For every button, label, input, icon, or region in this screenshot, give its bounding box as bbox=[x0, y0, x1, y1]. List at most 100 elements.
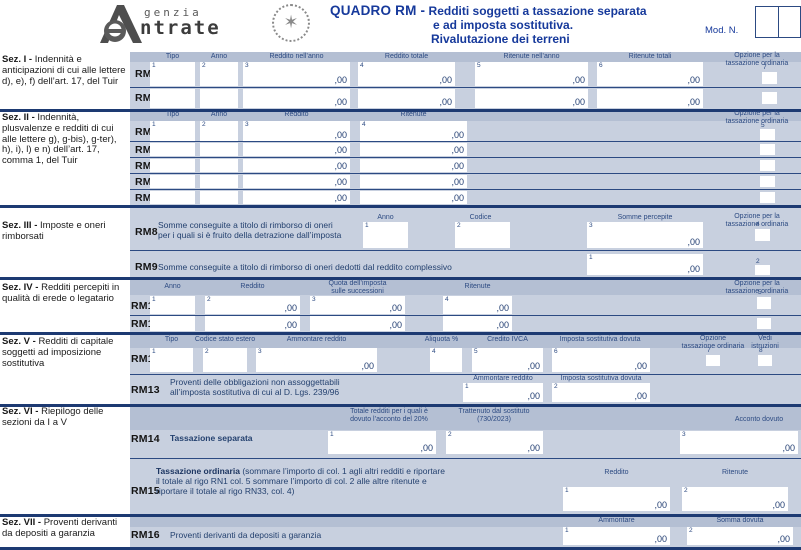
column-header: Ritenute bbox=[464, 283, 491, 290]
rm1-tassazione-ordinaria-checkbox[interactable] bbox=[762, 72, 777, 84]
column-header: Codice bbox=[469, 214, 492, 221]
amount-placeholder: ,00 bbox=[451, 177, 464, 187]
amount-placeholder: ,00 bbox=[527, 391, 540, 401]
section6-title: Sez. VI - Riepilogo delle sezioni da I a… bbox=[2, 406, 128, 429]
rm7-reddito-field[interactable]: ,00 bbox=[243, 191, 350, 204]
rm5-tipo-field[interactable] bbox=[150, 159, 195, 172]
rm2-tipo-field[interactable] bbox=[150, 89, 195, 108]
rm7-tassazione-ordinaria-checkbox[interactable] bbox=[760, 192, 775, 203]
rm11-reddito-field[interactable]: ,00 bbox=[205, 316, 300, 331]
rm2-reddito-totale-field[interactable]: ,00 bbox=[358, 89, 455, 108]
rm8-anno-field[interactable]: 1 bbox=[363, 222, 408, 248]
page-title-line1: Redditi soggetti a tassazione separata bbox=[428, 4, 647, 18]
rm6-tipo-field[interactable] bbox=[150, 175, 195, 188]
rm10-anno-field[interactable]: 1 bbox=[150, 296, 195, 314]
column-header: Reddito totale bbox=[384, 53, 429, 60]
rm4-ritenute-field[interactable]: ,00 bbox=[360, 143, 467, 156]
amount-placeholder: ,00 bbox=[334, 145, 347, 155]
rm7-tipo-field[interactable] bbox=[150, 191, 195, 204]
rm14-acconto-dovuto-field[interactable]: 3,00 bbox=[680, 431, 798, 454]
mod-number-box[interactable] bbox=[755, 6, 801, 38]
rm3-ritenute-field[interactable]: 4,00 bbox=[360, 121, 467, 141]
rm8-codice-field[interactable]: 2 bbox=[455, 222, 510, 248]
row-label: RM14 bbox=[131, 433, 160, 445]
rm1-reddito-anno-field[interactable]: 3,00 bbox=[243, 62, 350, 86]
rm2-tassazione-ordinaria-checkbox[interactable] bbox=[762, 92, 777, 104]
rm3-tassazione-ordinaria-checkbox[interactable] bbox=[760, 129, 775, 140]
rm10-reddito-field[interactable]: 2,00 bbox=[205, 296, 300, 314]
rm8-somme-percepite-field[interactable]: 3,00 bbox=[587, 222, 703, 248]
column-header: Anno bbox=[210, 111, 228, 118]
rm12-ammontare-reddito-field[interactable]: 3,00 bbox=[256, 348, 377, 372]
rm11-anno-field[interactable] bbox=[150, 316, 195, 331]
field-number: 1 bbox=[152, 121, 156, 128]
field-number: 2 bbox=[448, 431, 452, 438]
rm2-ritenute-anno-field[interactable]: ,00 bbox=[475, 89, 588, 108]
rm12-vedi-istruzioni-checkbox[interactable] bbox=[758, 355, 772, 366]
rm7-ritenute-field[interactable]: ,00 bbox=[360, 191, 467, 204]
rm9-tassazione-ordinaria-checkbox[interactable] bbox=[755, 265, 770, 275]
rm9-somme-field[interactable]: 1,00 bbox=[587, 254, 703, 275]
rm7-anno-field[interactable] bbox=[200, 191, 238, 204]
divider bbox=[130, 141, 801, 142]
rm13-ammontare-reddito-field[interactable]: 1,00 bbox=[463, 383, 543, 402]
rm10-tassazione-ordinaria-checkbox[interactable] bbox=[757, 297, 771, 309]
rm1-ritenute-anno-field[interactable]: 5,00 bbox=[475, 62, 588, 86]
rm15-description-bold: Tassazione ordinaria bbox=[156, 466, 240, 476]
rm6-anno-field[interactable] bbox=[200, 175, 238, 188]
rm2-anno-field[interactable] bbox=[200, 89, 238, 108]
field-number: 5 bbox=[477, 62, 481, 69]
rm1-ritenute-totali-field[interactable]: 6,00 bbox=[597, 62, 703, 86]
field-number: 3 bbox=[312, 296, 316, 303]
rm2-ritenute-totali-field[interactable]: ,00 bbox=[597, 89, 703, 108]
rm12-tipo-field[interactable]: 1 bbox=[150, 348, 193, 372]
rm11-ritenute-field[interactable]: ,00 bbox=[443, 316, 512, 331]
rm4-tipo-field[interactable] bbox=[150, 143, 195, 156]
rm6-reddito-field[interactable]: ,00 bbox=[243, 175, 350, 188]
rm2-reddito-anno-field[interactable]: ,00 bbox=[243, 89, 350, 108]
rm3-anno-field[interactable]: 2 bbox=[200, 121, 238, 141]
rm3-tipo-field[interactable]: 1 bbox=[150, 121, 195, 141]
rm1-tipo-field[interactable]: 1 bbox=[150, 62, 195, 86]
rm10-quota-imposta-field[interactable]: 3,00 bbox=[310, 296, 405, 314]
rm14-trattenuto-sostituto-field[interactable]: 2,00 bbox=[446, 431, 543, 454]
rm5-tassazione-ordinaria-checkbox[interactable] bbox=[760, 160, 775, 171]
rm12-tassazione-ordinaria-checkbox[interactable] bbox=[706, 355, 720, 366]
rm5-anno-field[interactable] bbox=[200, 159, 238, 172]
amount-placeholder: ,00 bbox=[782, 443, 795, 453]
column-header: Tipo bbox=[165, 53, 180, 60]
rm16-somma-dovuta-field[interactable]: 2,00 bbox=[687, 527, 793, 545]
rm5-reddito-field[interactable]: ,00 bbox=[243, 159, 350, 172]
rm1-anno-field[interactable]: 2 bbox=[200, 62, 238, 86]
rm6-ritenute-field[interactable]: ,00 bbox=[360, 175, 467, 188]
field-number: 7 bbox=[763, 64, 767, 71]
rm12-imposta-sostitutiva-field[interactable]: 6,00 bbox=[552, 348, 650, 372]
rm10-ritenute-field[interactable]: 4,00 bbox=[443, 296, 512, 314]
page-title-line2: e ad imposta sostitutiva. bbox=[433, 18, 574, 32]
section7-title: Sez. VII - Proventi derivanti da deposit… bbox=[2, 517, 128, 540]
amount-placeholder: ,00 bbox=[654, 534, 667, 544]
rm6-tassazione-ordinaria-checkbox[interactable] bbox=[760, 176, 775, 187]
rm15-ritenute-field[interactable]: 2,00 bbox=[682, 487, 788, 511]
field-number: 3 bbox=[589, 222, 593, 229]
rm11-tassazione-ordinaria-checkbox[interactable] bbox=[757, 318, 771, 329]
rm1-reddito-totale-field[interactable]: 4,00 bbox=[358, 62, 455, 86]
rm4-reddito-field[interactable]: ,00 bbox=[243, 143, 350, 156]
rm5-ritenute-field[interactable]: ,00 bbox=[360, 159, 467, 172]
rm12-credito-ivca-field[interactable]: 5,00 bbox=[472, 348, 543, 372]
rm15-reddito-field[interactable]: 1,00 bbox=[563, 487, 670, 511]
divider bbox=[130, 458, 801, 459]
rm4-anno-field[interactable] bbox=[200, 143, 238, 156]
rm11-quota-imposta-field[interactable]: ,00 bbox=[310, 316, 405, 331]
rm4-tassazione-ordinaria-checkbox[interactable] bbox=[760, 144, 775, 155]
column-header: Anno bbox=[164, 283, 181, 290]
divider bbox=[130, 374, 801, 375]
rm16-ammontare-field[interactable]: 1,00 bbox=[563, 527, 670, 545]
column-header: Reddito bbox=[284, 111, 309, 118]
rm12-aliquota-field[interactable]: 4 bbox=[430, 348, 462, 372]
rm8-tassazione-ordinaria-checkbox[interactable] bbox=[755, 229, 770, 241]
rm13-imposta-sostitutiva-field[interactable]: 2,00 bbox=[552, 383, 650, 402]
rm12-codice-stato-estero-field[interactable]: 2 bbox=[203, 348, 247, 372]
rm14-totale-redditi-field[interactable]: 1,00 bbox=[328, 431, 436, 454]
rm3-reddito-field[interactable]: 3,00 bbox=[243, 121, 350, 141]
